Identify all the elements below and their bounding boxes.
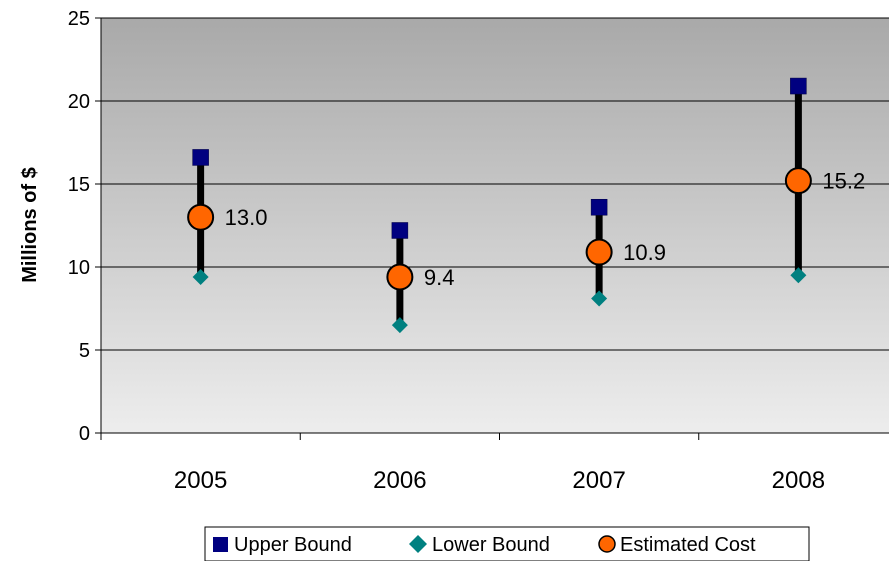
legend-lower-label: Lower Bound [432,534,550,556]
estimated-cost-marker [187,203,215,231]
y-tick-label: 25 [68,8,90,30]
y-tick-label: 5 [79,340,90,362]
estimated-cost-label: 13.0 [225,205,268,230]
y-tick-label: 15 [68,174,90,196]
data-labels: 13.0 9.4 10.9 15.2 [225,169,866,290]
legend-lower-marker [409,535,427,553]
upper-bound-marker [391,222,409,239]
axes [95,17,889,440]
legend-estimated-marker [598,535,616,553]
y-tick-labels: 0 5 10 15 20 25 [68,8,90,445]
x-tick-label: 2006 [373,467,426,494]
estimated-cost-label: 9.4 [424,265,455,290]
legend-box [204,526,810,561]
gridlines [101,17,889,351]
x-tick-label: 2008 [772,467,825,494]
lower-bound-marker [192,268,209,285]
estimated-cost-marker [784,167,812,195]
data-markers [187,77,812,334]
lower-bound-marker [391,317,408,334]
estimated-cost-label: 15.2 [822,169,865,194]
y-tick-label: 20 [68,91,90,113]
legend: Upper Bound Lower Bound Estimated Cost [204,526,810,561]
y-tick-label: 10 [68,257,90,279]
x-tick-labels: 2005 2006 2007 2008 [174,467,825,494]
y-tick-label: 0 [79,423,90,445]
estimated-cost-marker [386,263,414,291]
lower-bound-marker [591,290,608,307]
x-tick-label: 2005 [174,467,227,494]
estimated-cost-marker [585,238,613,266]
upper-bound-marker [192,149,209,166]
estimated-cost-label: 10.9 [623,240,666,265]
legend-estimated-label: Estimated Cost [620,534,756,556]
plot-area [100,17,889,434]
legend-upper-label: Upper Bound [234,534,352,556]
legend-upper-marker [213,537,228,552]
x-tick-label: 2007 [572,467,625,494]
y-axis-label: Millions of $ [19,167,41,283]
upper-bound-marker [790,77,807,95]
lower-bound-marker [790,267,807,284]
upper-bound-marker [590,198,608,216]
